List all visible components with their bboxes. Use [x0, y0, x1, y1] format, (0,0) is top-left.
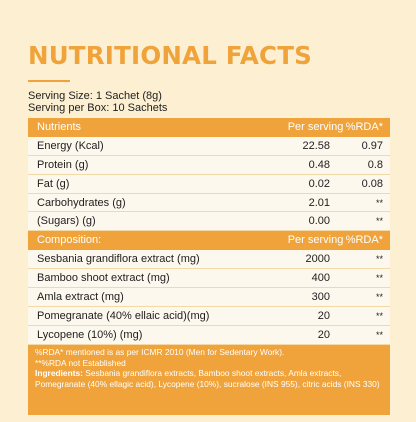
- nutrients-header-row: Nutrients Per serving %RDA*: [28, 118, 390, 137]
- composition-name: Bamboo shoot extract (mg): [37, 272, 170, 285]
- rda-note: %RDA* mentioned is as per ICMR 2010 (Men…: [35, 347, 285, 357]
- nutrient-per-serving: 2.01: [308, 196, 330, 209]
- composition-rda: **: [375, 310, 383, 321]
- footnote-box: %RDA* mentioned is as per ICMR 2010 (Men…: [28, 345, 390, 415]
- nutrition-panel: NUTRITIONAL FACTS Serving Size: 1 Sachet…: [28, 7, 409, 415]
- table-row: Protein (g) 0.48 0.8: [28, 155, 390, 175]
- composition-per-serving: 300: [311, 290, 330, 303]
- composition-rda: **: [375, 273, 383, 284]
- composition-per-serving: 2000: [305, 253, 330, 266]
- composition-rda: **: [375, 291, 383, 302]
- header-nutrients: Nutrients: [37, 120, 82, 133]
- serving-size: Serving Size: 1 Sachet (8g): [28, 90, 162, 102]
- nutrient-per-serving: 22.58: [302, 139, 330, 152]
- nutrition-table: Nutrients Per serving %RDA* Energy (Kcal…: [28, 118, 390, 345]
- composition-per-serving: 400: [311, 272, 330, 285]
- nutrient-rda: **: [375, 197, 383, 208]
- composition-per-serving: 20: [317, 309, 330, 322]
- composition-per-serving: 20: [317, 328, 330, 341]
- nutrient-name: Fat (g): [37, 177, 70, 190]
- nutrient-name: Protein (g): [37, 158, 89, 171]
- ingredients-label: Ingredients:: [35, 368, 83, 378]
- table-row: Carbohydrates (g) 2.01 **: [28, 193, 390, 213]
- title-underline: [28, 80, 70, 82]
- table-row: Lycopene (10%) (mg) 20 **: [28, 325, 390, 345]
- nutrient-name: Energy (Kcal): [37, 139, 104, 152]
- nutrient-rda: 0.8: [367, 158, 383, 171]
- page-title: NUTRITIONAL FACTS: [28, 41, 312, 70]
- table-row: Sesbania grandiflora extract (mg) 2000 *…: [28, 250, 390, 270]
- rda-not-established-note: **%RDA not Established: [35, 357, 126, 368]
- ingredients-note: Ingredients: Sesbania grandiflora extrac…: [35, 368, 383, 389]
- nutrient-rda: 0.97: [361, 139, 383, 152]
- table-row: Amla extract (mg) 300 **: [28, 288, 390, 307]
- composition-name: Lycopene (10%) (mg): [37, 328, 143, 341]
- table-row: (Sugars) (g) 0.00 **: [28, 212, 390, 232]
- serving-per-box: Serving per Box: 10 Sachets: [28, 102, 168, 114]
- table-row: Energy (Kcal) 22.58 0.97: [28, 136, 390, 156]
- composition-name: Pomegranate (40% ellaic acid)(mg): [37, 309, 210, 322]
- nutrient-per-serving: 0.02: [308, 177, 330, 190]
- nutrient-rda: **: [375, 216, 383, 227]
- header-rda: %RDA*: [345, 120, 383, 133]
- table-row: Bamboo shoot extract (mg) 400 **: [28, 269, 390, 289]
- composition-header-row: Composition: Per serving %RDA*: [28, 231, 390, 251]
- table-row: Pomegranate (40% ellaic acid)(mg) 20 **: [28, 306, 390, 326]
- nutrient-per-serving: 0.48: [308, 158, 330, 171]
- composition-rda: **: [375, 329, 383, 340]
- header-composition: Composition:: [37, 234, 102, 247]
- composition-name: Amla extract (mg): [37, 290, 124, 303]
- header-per-serving: Per serving: [287, 234, 344, 247]
- header-per-serving: Per serving: [287, 120, 344, 133]
- table-row: Fat (g) 0.02 0.08: [28, 174, 390, 194]
- nutrient-per-serving: 0.00: [308, 215, 330, 228]
- nutrient-name: Carbohydrates (g): [37, 196, 126, 209]
- nutrient-rda: 0.08: [361, 177, 383, 190]
- nutrition-card: NUTRITIONAL FACTS Serving Size: 1 Sachet…: [7, 7, 409, 415]
- nutrient-name: (Sugars) (g): [37, 215, 96, 228]
- composition-rda: **: [375, 254, 383, 265]
- ingredients-text: Sesbania grandiflora extracts, Bamboo sh…: [35, 368, 380, 389]
- composition-name: Sesbania grandiflora extract (mg): [37, 253, 200, 266]
- header-rda: %RDA*: [345, 234, 383, 247]
